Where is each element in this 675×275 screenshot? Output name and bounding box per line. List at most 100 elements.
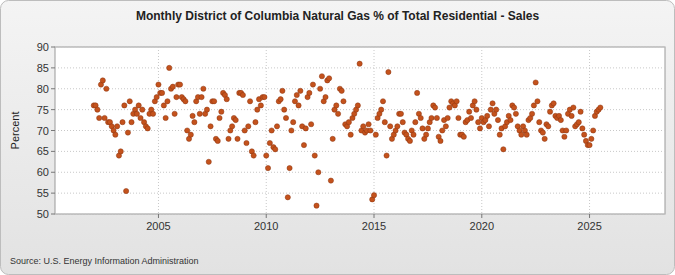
point [140, 107, 145, 112]
point [124, 188, 129, 193]
point [150, 111, 155, 116]
point [188, 132, 193, 137]
y-grid [55, 67, 665, 68]
point [467, 109, 472, 114]
point [334, 103, 339, 108]
point [212, 99, 217, 104]
source: Source: U.S. Energy Information Administ… [10, 256, 199, 266]
point [411, 132, 416, 137]
point [445, 115, 450, 120]
point [269, 128, 274, 133]
point [348, 132, 353, 137]
point [447, 105, 452, 110]
point [97, 115, 102, 120]
x-grid [589, 47, 590, 214]
point [309, 122, 314, 127]
y-tick [51, 130, 55, 131]
point [312, 153, 317, 158]
point [438, 138, 443, 143]
point [296, 103, 301, 108]
x-tick [481, 214, 482, 218]
point [418, 115, 423, 120]
point [197, 111, 202, 116]
point [501, 147, 506, 152]
point [382, 120, 387, 125]
points [91, 61, 603, 208]
point [224, 97, 229, 102]
point [339, 88, 344, 93]
point [134, 111, 139, 116]
point [368, 128, 373, 133]
point [542, 136, 547, 141]
point [129, 120, 134, 125]
point [316, 170, 321, 175]
point [540, 130, 545, 135]
point [246, 124, 251, 129]
y-label: Percent [9, 112, 21, 150]
point [495, 117, 500, 122]
point [512, 105, 517, 110]
point [204, 107, 209, 112]
point [388, 124, 393, 129]
point [100, 78, 105, 83]
point [323, 95, 328, 100]
point [456, 115, 461, 120]
point [289, 128, 294, 133]
point [201, 86, 206, 91]
x-tick [158, 214, 159, 218]
point [233, 117, 238, 122]
point [569, 113, 574, 118]
background [1, 1, 675, 275]
point [415, 90, 420, 95]
point [533, 80, 538, 85]
point [244, 140, 249, 145]
point [558, 117, 563, 122]
y-grid [55, 214, 665, 215]
point [330, 136, 335, 141]
y-tick [51, 214, 55, 215]
point [291, 120, 296, 125]
x-tick-label: 2020 [470, 220, 494, 232]
point [167, 65, 172, 70]
point [497, 132, 502, 137]
point [292, 99, 297, 104]
point [267, 140, 272, 145]
point [468, 115, 473, 120]
point [226, 136, 231, 141]
y-tick [51, 172, 55, 173]
point [303, 126, 308, 131]
point [278, 97, 283, 102]
point [145, 126, 150, 131]
point [490, 101, 495, 106]
x-grid [158, 47, 159, 214]
point [314, 203, 319, 208]
point [373, 132, 378, 137]
point [341, 99, 346, 104]
point [472, 99, 477, 104]
point [519, 132, 524, 137]
point [264, 153, 269, 158]
y-tick [51, 67, 55, 68]
chart: Monthly District of Columbia Natural Gas… [0, 0, 675, 275]
point [400, 120, 405, 125]
point [384, 153, 389, 158]
point [138, 115, 143, 120]
point [407, 138, 412, 143]
point [206, 159, 211, 164]
point [357, 61, 362, 66]
y-tick-label: 50 [37, 208, 49, 220]
x-grid [374, 47, 375, 214]
point [580, 126, 585, 131]
y-tick [51, 193, 55, 194]
point [443, 124, 448, 129]
point [255, 107, 260, 112]
point [477, 126, 482, 131]
point [310, 82, 315, 87]
point [273, 147, 278, 152]
point [531, 103, 536, 108]
point [217, 115, 222, 120]
point [434, 115, 439, 120]
point [355, 103, 360, 108]
point [551, 101, 556, 106]
point [282, 107, 287, 112]
